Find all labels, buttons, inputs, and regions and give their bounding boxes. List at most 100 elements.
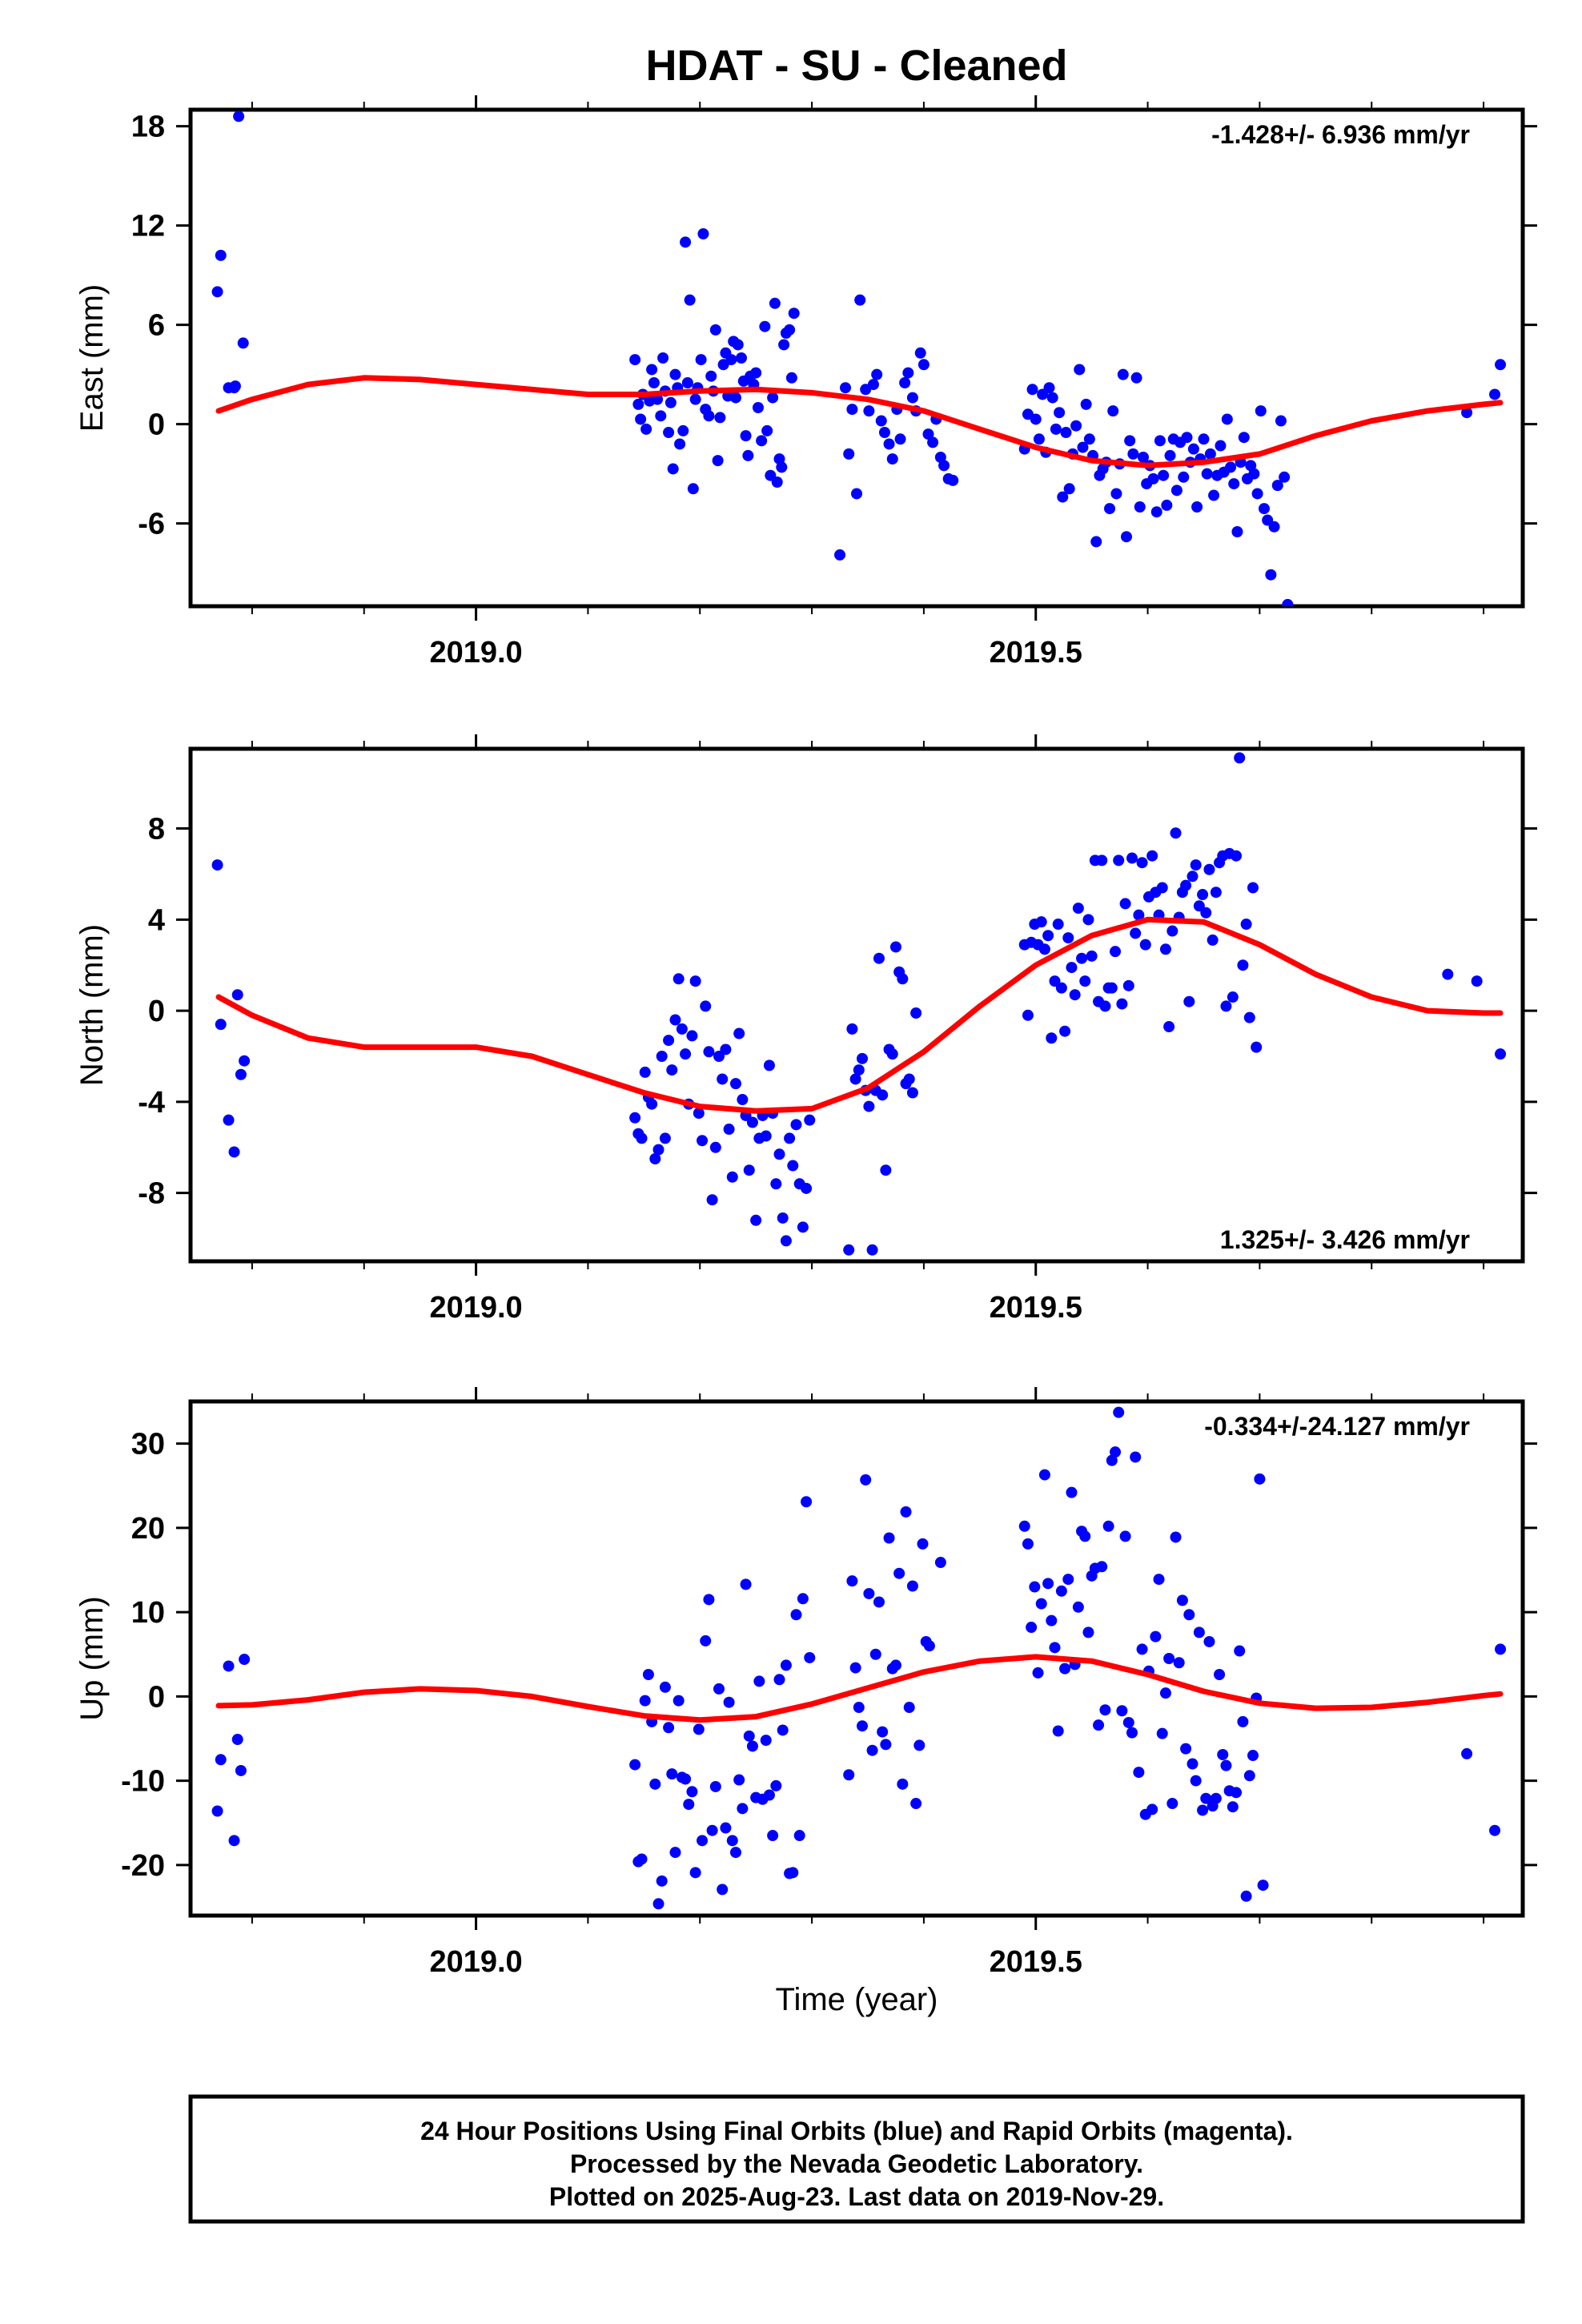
east-data-point <box>1489 388 1501 400</box>
up-data-point <box>923 1640 935 1652</box>
up-data-point <box>906 1580 918 1592</box>
north-data-point <box>629 1112 641 1124</box>
east-data-point <box>709 324 721 336</box>
up-data-point <box>673 1695 685 1707</box>
up-data-point <box>1461 1747 1473 1759</box>
up-data-point <box>726 1835 738 1847</box>
east-data-point <box>886 453 898 465</box>
east-data-point <box>938 460 950 472</box>
north-data-point <box>1183 995 1195 1007</box>
east-data-point <box>1080 398 1092 410</box>
up-data-point <box>1046 1614 1058 1626</box>
east-data-point <box>1275 415 1287 427</box>
north-data-point <box>1210 887 1222 899</box>
north-panel: 2019.0 2019.5 8 4 0 -4 -8 North (mm) 1.325+/- 3.… <box>74 734 1537 1325</box>
up-data-point <box>763 1789 775 1801</box>
east-data-point <box>1083 433 1095 445</box>
up-data-point <box>733 1774 745 1786</box>
up-data-point <box>639 1695 651 1707</box>
up-data-point <box>849 1662 861 1674</box>
north-x-tick-label: 2019.5 <box>990 1291 1082 1325</box>
east-data-point <box>1251 488 1263 500</box>
north-data-point <box>709 1141 721 1153</box>
up-data-point <box>717 1884 729 1896</box>
up-data-point <box>797 1593 809 1605</box>
north-data-point <box>1116 998 1128 1010</box>
north-data-point <box>703 1046 715 1058</box>
north-data-point <box>1156 882 1168 894</box>
up-data-point <box>1122 1716 1134 1728</box>
north-data-point <box>1059 1025 1071 1037</box>
up-data-point <box>1247 1750 1259 1762</box>
north-data-point <box>697 1135 709 1147</box>
north-data-point <box>646 1098 658 1110</box>
up-data-point <box>1029 1581 1041 1593</box>
north-data-point <box>1139 939 1151 951</box>
up-fit-curve <box>215 1654 1504 1723</box>
east-data-point <box>697 228 709 239</box>
up-data-point <box>743 1730 755 1742</box>
east-data-point <box>735 352 747 364</box>
east-data-point <box>655 410 667 422</box>
north-data-point <box>1119 898 1131 910</box>
north-data-point <box>1086 950 1098 962</box>
up-data-point <box>790 1609 802 1621</box>
up-data-point <box>846 1575 858 1587</box>
east-data-point <box>1077 441 1089 453</box>
north-data-point <box>910 1007 922 1019</box>
north-data-point <box>897 973 909 985</box>
north-data-point <box>743 1164 755 1176</box>
north-data-point <box>1022 1009 1034 1021</box>
north-data-point <box>1240 919 1252 931</box>
up-data-point <box>1214 1668 1226 1680</box>
up-data-point <box>853 1702 865 1714</box>
east-data-point <box>1461 407 1473 419</box>
north-data-point <box>636 1132 648 1144</box>
up-data-point <box>1190 1775 1202 1787</box>
north-data-point <box>673 973 685 985</box>
east-data-layer <box>211 111 1507 606</box>
east-data-point <box>646 364 658 376</box>
up-data-point <box>1042 1578 1054 1590</box>
east-data-point <box>703 410 715 422</box>
up-data-point <box>767 1830 779 1842</box>
up-data-point <box>760 1735 772 1747</box>
up-data-point <box>787 1867 799 1879</box>
up-data-point <box>215 1754 227 1766</box>
east-data-point <box>767 392 779 404</box>
up-y-tick-label: 30 <box>131 1428 165 1462</box>
north-data-point <box>790 1119 802 1131</box>
north-data-point <box>787 1160 799 1172</box>
north-data-point <box>1220 1000 1232 1012</box>
north-data-point <box>1038 943 1050 955</box>
up-data-point <box>801 1496 813 1508</box>
up-data-point <box>652 1898 665 1910</box>
north-data-point <box>689 975 701 987</box>
east-data-point <box>1117 368 1129 380</box>
north-data-point <box>770 1178 782 1190</box>
north-data-point <box>669 1014 681 1026</box>
north-data-point <box>760 1130 772 1142</box>
east-data-point <box>732 339 744 351</box>
up-data-point <box>910 1798 922 1810</box>
east-data-point <box>1191 501 1203 513</box>
up-data-point <box>1018 1520 1030 1532</box>
east-data-point <box>1158 469 1170 481</box>
up-data-point <box>1217 1748 1229 1760</box>
east-data-point <box>657 352 669 364</box>
east-y-tick-label: 18 <box>131 111 165 144</box>
up-rate-label: -0.334+/-24.127 mm/yr <box>1204 1412 1470 1441</box>
up-data-point <box>1066 1486 1078 1498</box>
up-data-point <box>1116 1705 1128 1717</box>
east-data-point <box>667 463 679 475</box>
up-data-point <box>893 1567 905 1579</box>
north-data-point <box>1234 752 1246 764</box>
up-data-point <box>1079 1530 1091 1542</box>
north-data-point <box>1243 1011 1255 1023</box>
up-plot-frame <box>188 1399 1525 1918</box>
up-data-point <box>889 1659 901 1671</box>
up-data-point <box>863 1587 875 1599</box>
north-data-point <box>849 1073 861 1085</box>
east-data-point <box>788 308 800 320</box>
east-data-point <box>927 436 939 448</box>
